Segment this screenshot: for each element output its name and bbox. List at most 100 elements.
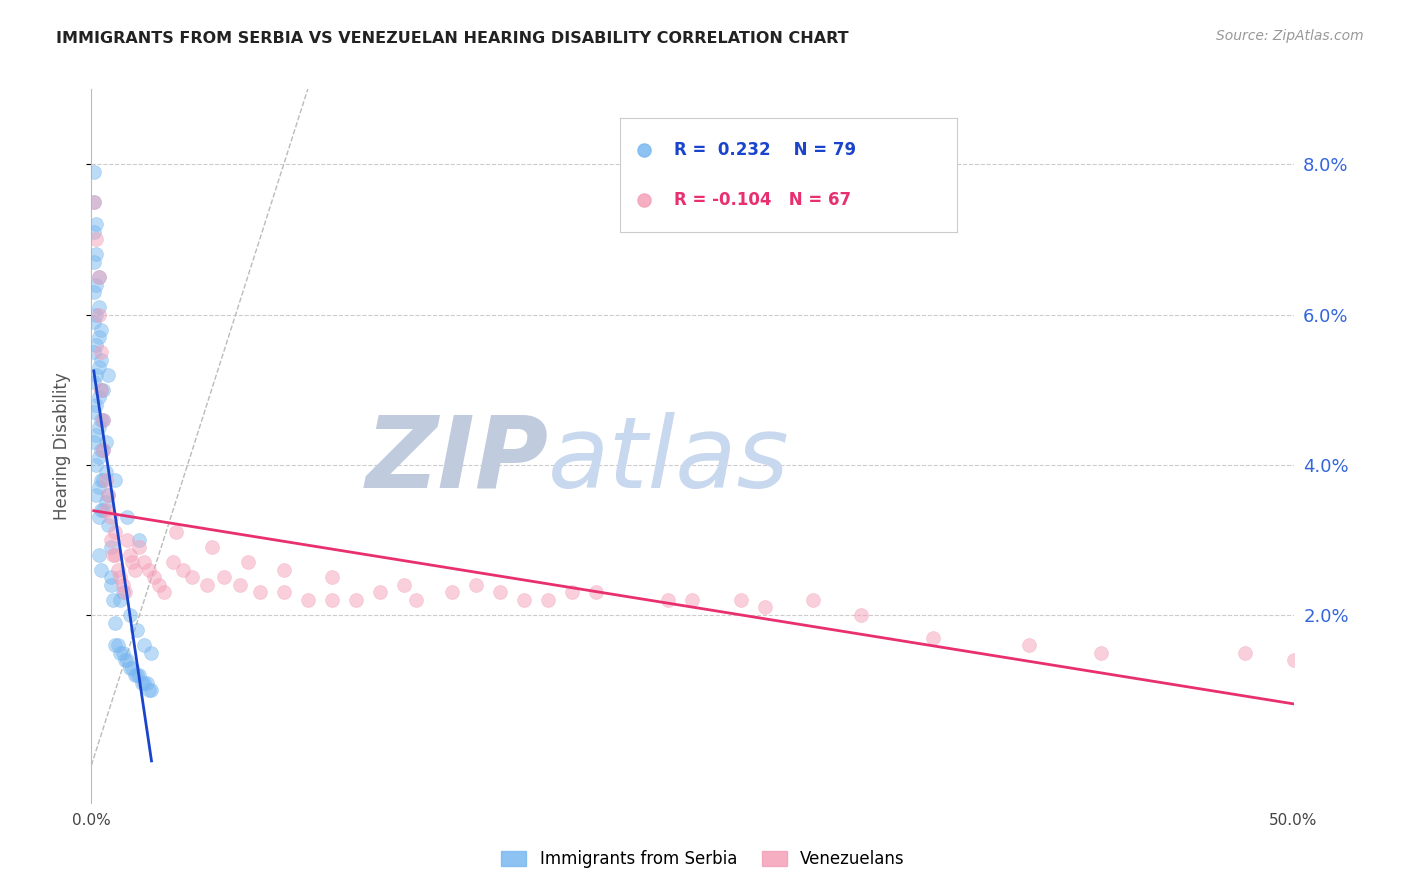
Point (94, 473, 117, 487)
Point (633, 143, 655, 157)
Point (83, 285, 105, 299)
Point (111, 585, 134, 599)
Point (107, 563, 129, 577)
Point (131, 675, 153, 690)
Point (633, 193, 655, 207)
Point (83, 165, 105, 179)
Point (93, 383, 115, 397)
Point (87, 330, 110, 344)
Point (229, 578, 252, 592)
Point (162, 556, 184, 570)
Point (90, 503, 112, 517)
Point (118, 607, 141, 622)
Point (489, 585, 512, 599)
Point (138, 563, 160, 577)
Point (128, 541, 150, 555)
Point (172, 563, 194, 577)
Point (657, 593, 679, 607)
Point (90, 322, 112, 336)
Point (297, 593, 319, 607)
Point (114, 585, 136, 599)
Point (754, 600, 776, 615)
Point (201, 541, 224, 555)
Point (465, 578, 488, 592)
Point (87, 548, 110, 562)
Point (134, 675, 156, 690)
Point (90, 563, 112, 577)
Point (141, 683, 163, 698)
Point (111, 578, 134, 592)
Point (110, 570, 132, 584)
Point (730, 593, 752, 607)
Point (84, 308, 107, 322)
Point (273, 563, 295, 577)
Point (84, 218, 107, 232)
Point (111, 646, 134, 660)
Text: Source: ZipAtlas.com: Source: ZipAtlas.com (1216, 29, 1364, 43)
Point (84, 232, 107, 246)
Text: R =  0.232    N = 79: R = 0.232 N = 79 (675, 141, 856, 159)
Point (849, 607, 872, 622)
Point (87, 390, 110, 404)
Point (142, 570, 165, 584)
Point (97, 488, 120, 502)
Point (585, 585, 607, 599)
Point (117, 510, 139, 524)
Point (84, 337, 107, 351)
Point (134, 638, 156, 652)
Point (87, 300, 110, 314)
Point (84, 277, 107, 292)
Point (83, 375, 105, 389)
Point (90, 442, 112, 457)
Point (121, 556, 143, 570)
Point (124, 668, 146, 682)
Point (90, 473, 112, 487)
Point (110, 646, 132, 660)
Y-axis label: Hearing Disability: Hearing Disability (52, 372, 70, 520)
Point (104, 638, 127, 652)
Point (94, 503, 117, 517)
Point (104, 615, 127, 630)
Point (104, 548, 127, 562)
Point (90, 345, 112, 359)
Point (152, 585, 174, 599)
Point (83, 225, 105, 239)
Point (101, 593, 124, 607)
Point (87, 270, 110, 285)
Point (93, 413, 115, 427)
Point (165, 525, 187, 540)
Point (801, 593, 824, 607)
Point (1282, 653, 1305, 667)
Point (100, 510, 122, 524)
Point (84, 247, 107, 261)
Point (83, 345, 105, 359)
Point (561, 585, 583, 599)
Point (87, 270, 110, 285)
Point (84, 368, 107, 382)
Point (537, 593, 560, 607)
Point (101, 548, 124, 562)
Point (87, 480, 110, 494)
Point (118, 660, 141, 674)
Point (405, 593, 427, 607)
Text: R = -0.104   N = 67: R = -0.104 N = 67 (675, 191, 851, 209)
Text: ZIP: ZIP (366, 412, 548, 508)
Point (100, 533, 122, 547)
Point (93, 473, 115, 487)
Legend: Immigrants from Serbia, Venezuelans: Immigrants from Serbia, Venezuelans (495, 844, 911, 875)
Point (128, 533, 150, 547)
Point (922, 631, 945, 645)
Point (93, 442, 115, 457)
Point (93, 503, 115, 517)
Point (128, 668, 150, 682)
Point (121, 660, 143, 674)
Point (90, 383, 112, 397)
Point (513, 593, 536, 607)
Point (392, 578, 415, 592)
Point (94, 435, 117, 450)
Point (104, 473, 127, 487)
Point (125, 668, 148, 682)
Point (117, 533, 139, 547)
Point (84, 427, 107, 442)
Point (440, 585, 463, 599)
